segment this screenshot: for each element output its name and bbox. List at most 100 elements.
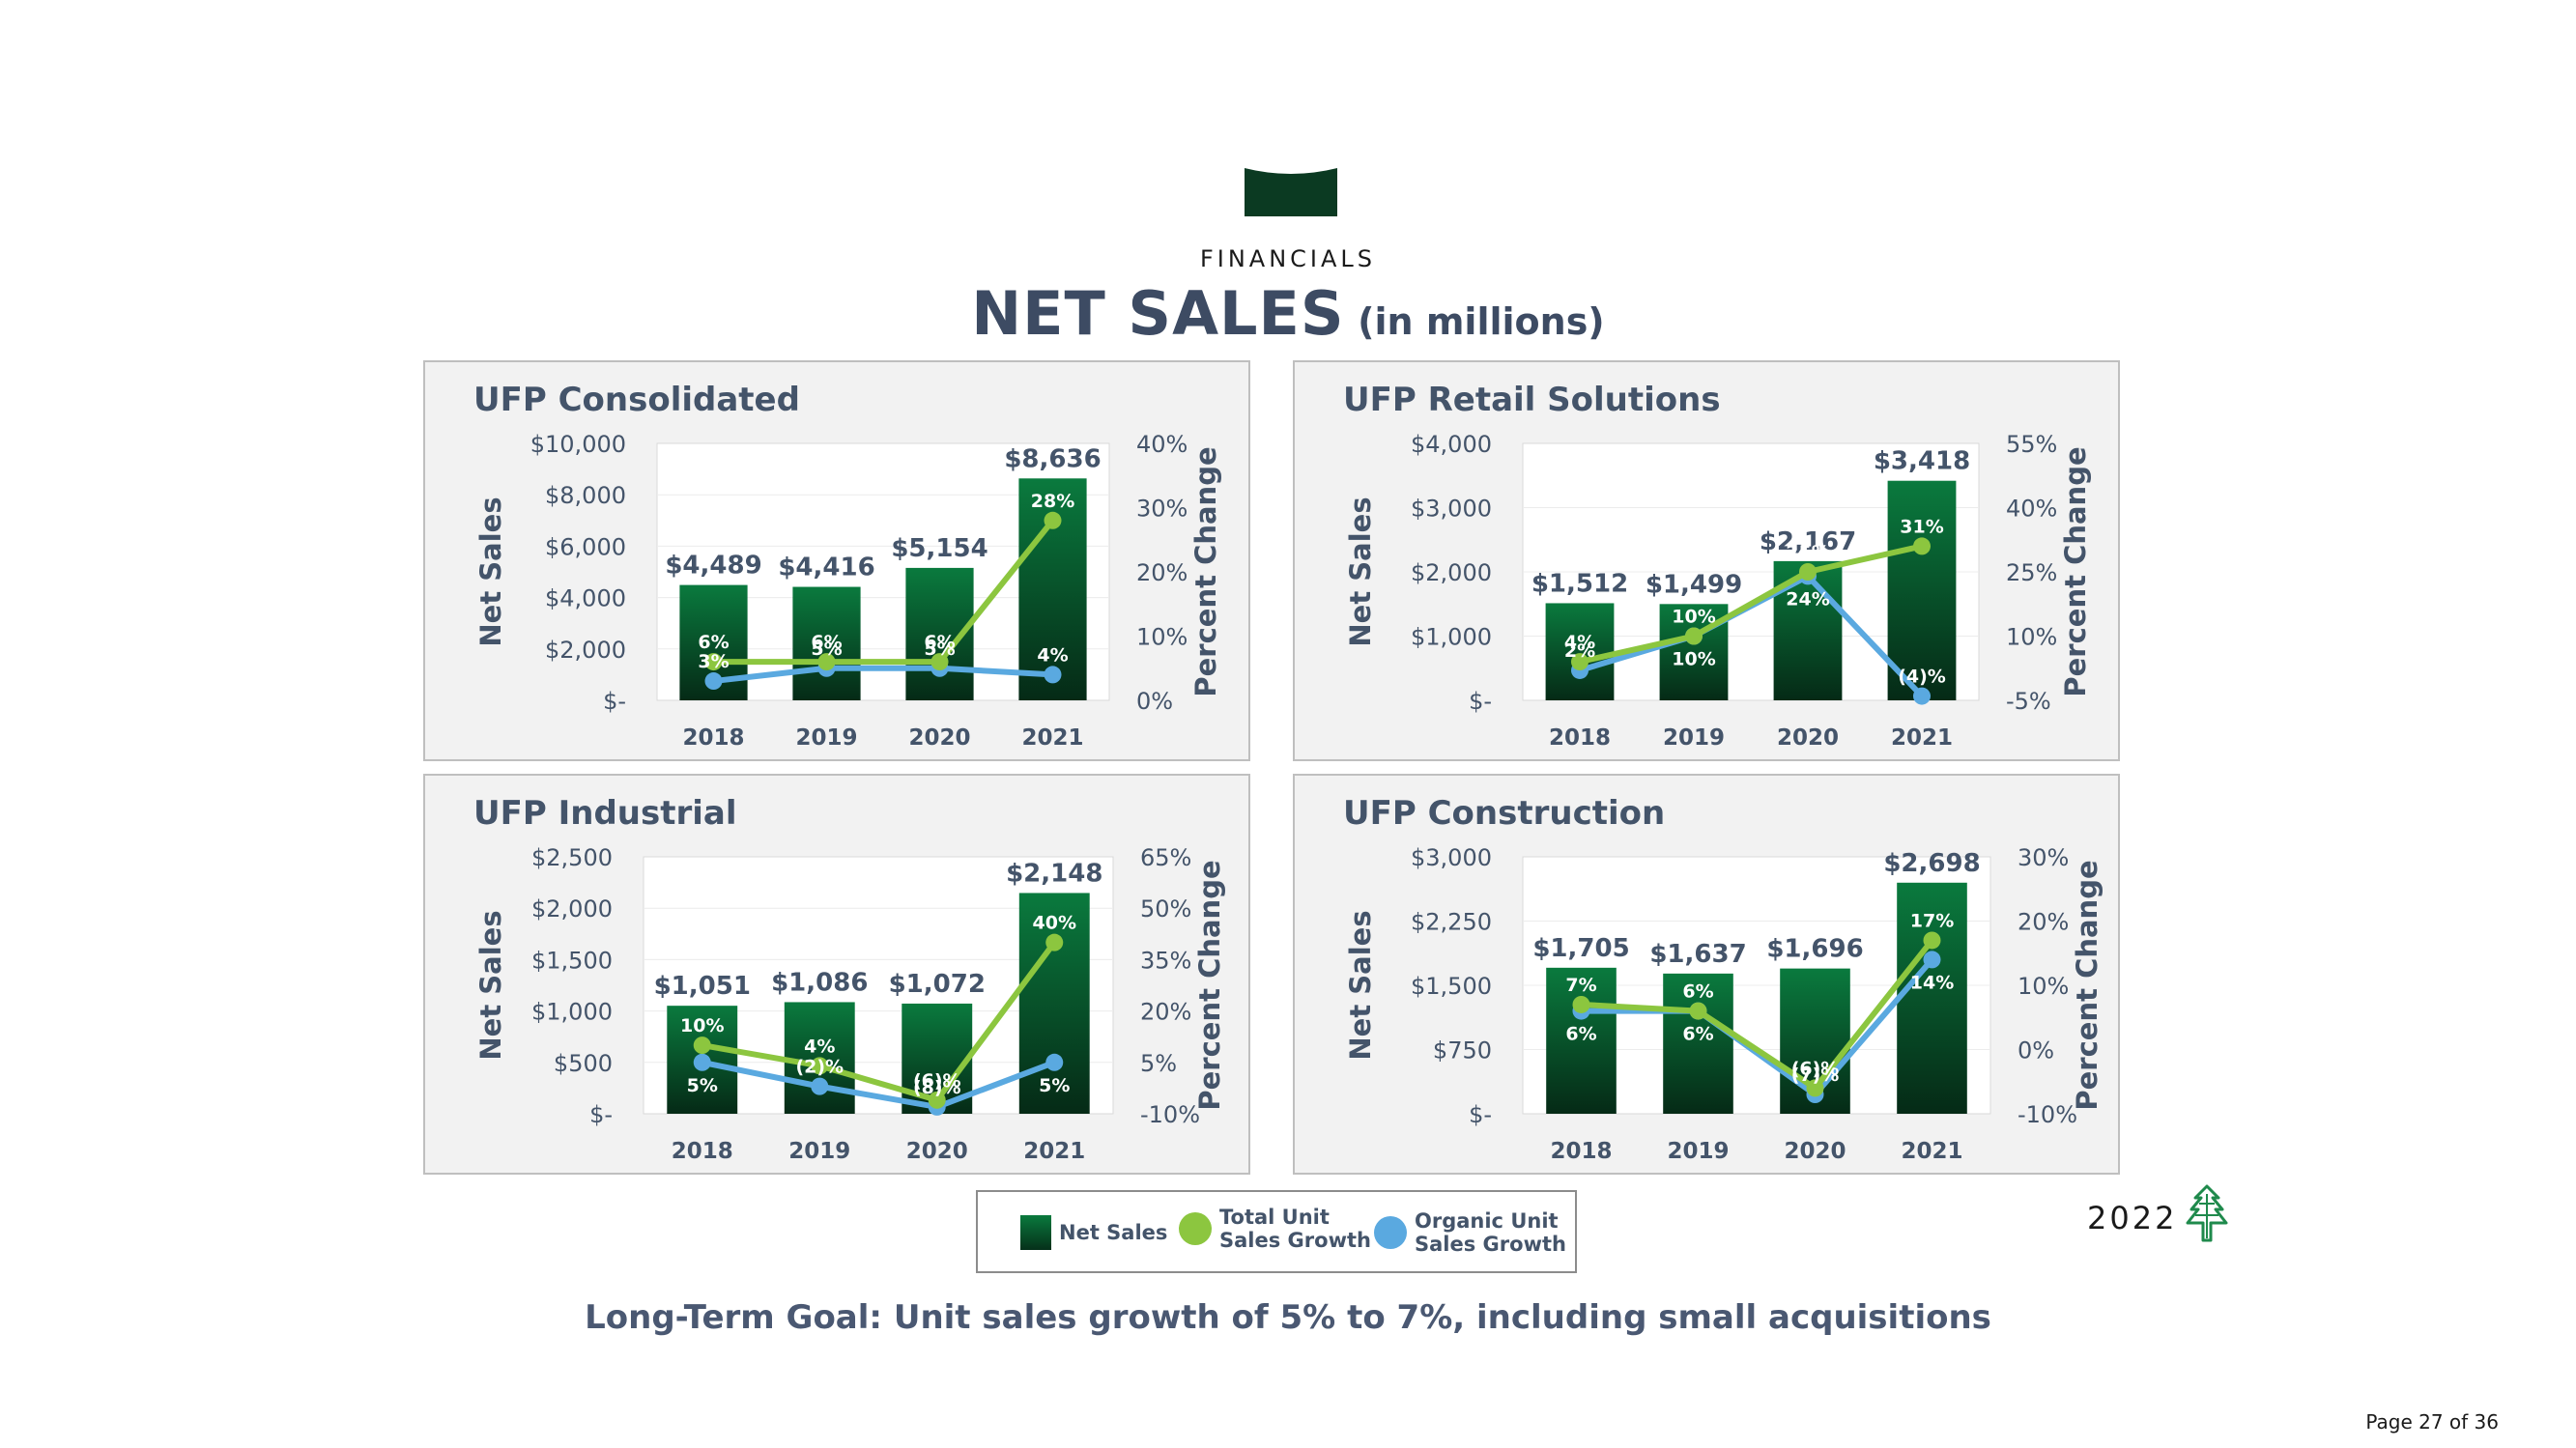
- bar: [1545, 603, 1615, 700]
- organic-growth-label: 6%: [1682, 1024, 1713, 1045]
- total-growth-label: (6)%: [1791, 1058, 1840, 1079]
- bar-value-label: $1,499: [1646, 570, 1742, 599]
- total-growth-label: (6)%: [913, 1070, 961, 1092]
- total-growth-point: [1689, 1002, 1707, 1020]
- y-tick-label: $-: [1469, 1101, 1492, 1128]
- y-tick-label: $2,000: [1411, 559, 1492, 586]
- total-growth-line: [1581, 938, 1934, 1092]
- chart-title: UFP Retail Solutions: [1343, 381, 1721, 419]
- legend-label-organic-growth: Organic Unit Sales Growth: [1415, 1209, 1566, 1256]
- bar-value-label: $1,637: [1649, 940, 1746, 969]
- x-tick-label: 2021: [1891, 725, 1953, 751]
- x-tick-label: 2019: [1667, 1139, 1729, 1164]
- y-tick-label: $2,000: [545, 637, 626, 664]
- legend-swatch-bar: [1020, 1215, 1051, 1250]
- total-growth-point: [817, 653, 836, 671]
- legend-swatch-organic-dot: [1374, 1216, 1407, 1249]
- bar: [1663, 973, 1733, 1114]
- y2-tick-label: 30%: [1136, 496, 1188, 523]
- y2-tick-label: 20%: [2018, 909, 2069, 936]
- y-tick-label: $750: [1433, 1037, 1492, 1065]
- y2-tick-label: 50%: [1140, 895, 1191, 923]
- organic-growth-label: 5%: [1039, 1075, 1070, 1096]
- y-tick-label: $2,250: [1411, 909, 1492, 936]
- total-growth-point: [704, 653, 723, 671]
- bar-value-label: $3,418: [1874, 447, 1970, 476]
- y2-tick-label: 10%: [1136, 624, 1188, 651]
- y-tick-label: $1,000: [1411, 624, 1492, 651]
- chart-ufp-retail-solutions: UFP Retail Solutions $4,000 $3,000 $2,000 $1…: [1343, 381, 2092, 751]
- y-tick-label: $500: [554, 1050, 613, 1077]
- chart-title: UFP Consolidated: [473, 381, 800, 419]
- total-growth-label: 25%: [1786, 542, 1829, 563]
- y2-tick-label: 0%: [2018, 1037, 2054, 1065]
- y-tick-label: $2,000: [531, 895, 613, 923]
- organic-growth-label: 3%: [698, 651, 729, 672]
- organic-growth-point: [1913, 687, 1931, 705]
- x-tick-label: 2019: [795, 725, 857, 751]
- total-growth-label: 6%: [811, 632, 842, 653]
- y2-tick-label: 10%: [2006, 624, 2057, 651]
- header-banner-icon: [1245, 168, 1337, 216]
- bar-value-label: $1,051: [654, 972, 751, 1001]
- total-growth-line: [701, 940, 1057, 1103]
- y2-tick-label: 40%: [1136, 431, 1188, 458]
- total-growth-point: [928, 1091, 946, 1109]
- legend-swatch-total-dot: [1179, 1212, 1212, 1245]
- organic-growth-label: 4%: [1037, 644, 1068, 666]
- bar: [792, 586, 861, 700]
- organic-growth-label: 5%: [811, 639, 842, 660]
- bar-value-label: $1,696: [1766, 935, 1863, 964]
- bar-value-label: $1,086: [771, 968, 868, 997]
- organic-growth-label: 14%: [1910, 972, 1954, 993]
- total-growth-label: 40%: [1033, 913, 1076, 934]
- y-tick-label: $3,000: [1411, 496, 1492, 523]
- x-tick-label: 2020: [1784, 1139, 1846, 1164]
- total-growth-point: [1044, 511, 1062, 529]
- x-tick-label: 2020: [906, 1139, 968, 1164]
- total-growth-label: 31%: [1900, 516, 1943, 537]
- organic-growth-label: 2%: [1564, 640, 1595, 662]
- chart-title: UFP Industrial: [473, 794, 737, 833]
- legend-item-net-sales: Net Sales: [1020, 1215, 1167, 1250]
- y2-tick-label: 25%: [2006, 559, 2057, 586]
- y2-tick-label: 20%: [1140, 999, 1191, 1026]
- bar: [1018, 893, 1090, 1114]
- total-growth-point: [1913, 537, 1931, 555]
- bar-value-label: $2,698: [1883, 849, 1980, 878]
- y2-tick-label: -10%: [1140, 1101, 1200, 1128]
- y2-tick-label: 30%: [2018, 844, 2069, 871]
- total-growth-point: [1799, 563, 1817, 581]
- bar-value-label: $1,705: [1532, 934, 1629, 963]
- y-tick-label: $-: [1469, 688, 1492, 715]
- y2-tick-label: 65%: [1140, 844, 1191, 871]
- y2-tick-label: 5%: [1140, 1050, 1177, 1077]
- organic-growth-label: 10%: [1672, 649, 1715, 670]
- total-growth-line: [713, 518, 1055, 666]
- chart-ufp-consolidated: UFP Consolidated $10,000 $8,000 $6,000 $4,00…: [473, 381, 1222, 751]
- y-tick-label: $8,000: [545, 482, 626, 509]
- y-tick-label: $1,500: [1411, 973, 1492, 1000]
- chart-panel-consolidated: UFP Consolidated $10,000 $8,000 $6,000 $4,00…: [423, 360, 1250, 761]
- organic-growth-point: [704, 672, 723, 691]
- total-growth-point: [1045, 933, 1064, 951]
- bar-value-label: $1,072: [889, 970, 986, 999]
- y2-tick-label: 0%: [1136, 688, 1173, 715]
- bar-value-label: $8,636: [1004, 444, 1101, 473]
- total-growth-line: [1579, 543, 1923, 666]
- total-growth-label: 10%: [680, 1015, 724, 1036]
- organic-growth-line: [713, 665, 1053, 685]
- bar-value-label: $4,416: [778, 554, 874, 582]
- y-tick-label: $10,000: [530, 431, 626, 458]
- page-number: Page 27 of 36: [2365, 1410, 2499, 1434]
- y2-tick-label: 40%: [2006, 496, 2057, 523]
- organic-growth-point: [1044, 666, 1062, 684]
- bar: [1887, 480, 1957, 700]
- y2-tick-label: -10%: [2018, 1101, 2077, 1128]
- x-tick-label: 2021: [1023, 1139, 1085, 1164]
- legend-item-total-growth: Total Unit Sales Growth: [1179, 1206, 1371, 1252]
- organic-growth-label: 24%: [1786, 588, 1829, 610]
- organic-growth-point: [811, 1077, 829, 1095]
- organic-growth-point: [1923, 951, 1941, 969]
- y-tick-label: $3,000: [1411, 844, 1492, 871]
